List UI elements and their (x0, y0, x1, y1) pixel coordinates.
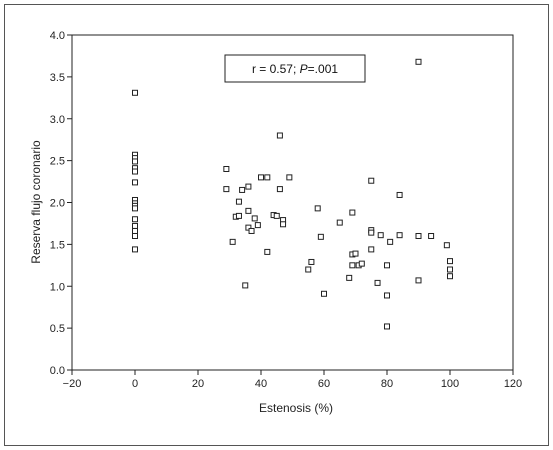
data-point (242, 282, 249, 289)
data-point (428, 233, 435, 239)
x-tick-label: 20 (192, 378, 204, 390)
x-tick-label: 0 (132, 378, 138, 390)
x-tick-label: 120 (504, 378, 522, 390)
data-point (321, 290, 327, 297)
data-point (286, 174, 293, 181)
data-point (384, 323, 390, 330)
data-point (384, 262, 390, 269)
data-point (248, 227, 255, 234)
y-tick-label: 2.0 (50, 198, 65, 210)
x-axis-title: Estenosis (%) (259, 401, 333, 415)
data-point (229, 238, 236, 245)
data-point (317, 233, 324, 240)
x-tick-label: 100 (441, 378, 459, 390)
data-point (223, 166, 230, 172)
data-point (415, 233, 422, 239)
figure-frame (4, 4, 549, 446)
data-point (305, 266, 312, 273)
data-point (377, 232, 384, 239)
y-tick-label: 1.0 (50, 281, 65, 293)
data-point (415, 277, 422, 284)
annotation-text: r = 0.57; P=.001 (252, 62, 338, 76)
data-point (273, 212, 280, 219)
data-point (346, 274, 353, 281)
data-point (352, 250, 359, 257)
data-point (374, 279, 381, 286)
data-point (415, 58, 422, 65)
data-point (384, 292, 390, 299)
data-point (132, 179, 138, 186)
data-point (132, 158, 138, 165)
data-point (132, 233, 138, 239)
data-point (368, 177, 375, 184)
data-point (235, 198, 242, 205)
data-point (368, 229, 375, 236)
data-point (223, 186, 230, 193)
data-point (396, 232, 403, 239)
y-axis-title: Reserva flujo coronario (29, 140, 43, 264)
data-point (132, 205, 138, 212)
data-point (276, 132, 283, 139)
y-tick-label: 1.5 (50, 239, 65, 251)
y-tick-label: 4.0 (50, 30, 65, 42)
data-point (235, 212, 242, 219)
x-tick-label: 40 (255, 378, 267, 390)
data-point (447, 258, 453, 265)
data-point (251, 215, 258, 222)
data-point (132, 227, 138, 234)
data-point (132, 246, 138, 253)
data-point (349, 209, 356, 216)
data-point (443, 242, 450, 249)
data-point (308, 258, 315, 265)
data-point (396, 191, 403, 198)
data-point (239, 186, 246, 193)
y-tick-label: 0.5 (50, 323, 65, 335)
data-point (245, 183, 252, 190)
data-point (254, 222, 261, 229)
data-point (245, 224, 252, 231)
y-tick-label: 2.5 (50, 156, 65, 168)
x-tick-label: 80 (381, 378, 393, 390)
y-tick-label: 3.5 (50, 72, 65, 84)
data-point (132, 216, 138, 223)
y-tick-label: 3.0 (50, 114, 65, 126)
data-point (368, 246, 375, 253)
data-point (132, 222, 138, 229)
data-point (447, 266, 453, 273)
annotation-box: r = 0.57; P=.001 (224, 54, 366, 83)
data-point (336, 219, 343, 226)
data-point (387, 238, 394, 245)
data-point (358, 260, 365, 267)
plot-area (71, 34, 514, 371)
data-point (264, 174, 271, 181)
data-point (280, 221, 287, 228)
data-point (132, 168, 138, 175)
x-tick-label: −20 (63, 378, 82, 390)
data-point (264, 248, 271, 255)
y-tick-label: 0.0 (50, 365, 65, 377)
data-point (245, 207, 252, 214)
data-point (447, 273, 453, 280)
data-point (349, 262, 356, 269)
data-point (132, 89, 138, 96)
data-point (258, 174, 264, 181)
data-point (314, 205, 321, 212)
x-tick-label: 60 (318, 378, 330, 390)
data-point (276, 186, 283, 193)
